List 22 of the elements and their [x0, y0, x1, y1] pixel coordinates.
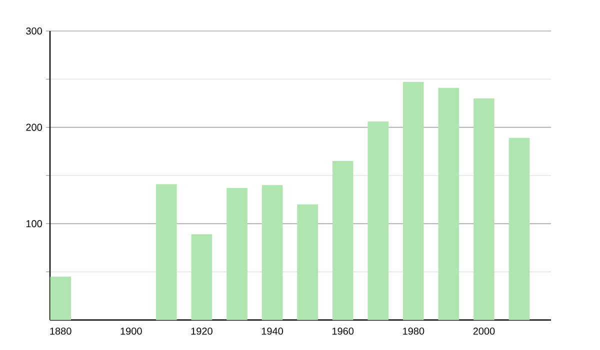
y-tick-label: 100: [26, 220, 42, 228]
x-tick-label: 1960: [332, 328, 354, 335]
bar: [50, 276, 71, 320]
y-tick-label: 200: [26, 124, 42, 131]
bar: [156, 184, 177, 320]
x-tick-label: 1920: [191, 328, 212, 335]
bar: [262, 185, 283, 320]
bar: [402, 82, 424, 320]
x-tick-label: 1940: [262, 328, 283, 335]
bar: [474, 98, 494, 320]
bar: [508, 138, 530, 320]
bar: [332, 161, 354, 320]
bar: [297, 204, 318, 320]
x-tick-label: 2000: [473, 328, 495, 335]
bar: [191, 234, 212, 320]
bar: [226, 188, 248, 320]
x-tick-label: 1980: [403, 328, 424, 335]
bar: [368, 122, 389, 320]
bar: [438, 88, 460, 320]
x-tick-label: 1880: [50, 328, 72, 335]
x-tick-label: 1900: [120, 328, 142, 335]
y-tick-label: 300: [26, 27, 42, 35]
